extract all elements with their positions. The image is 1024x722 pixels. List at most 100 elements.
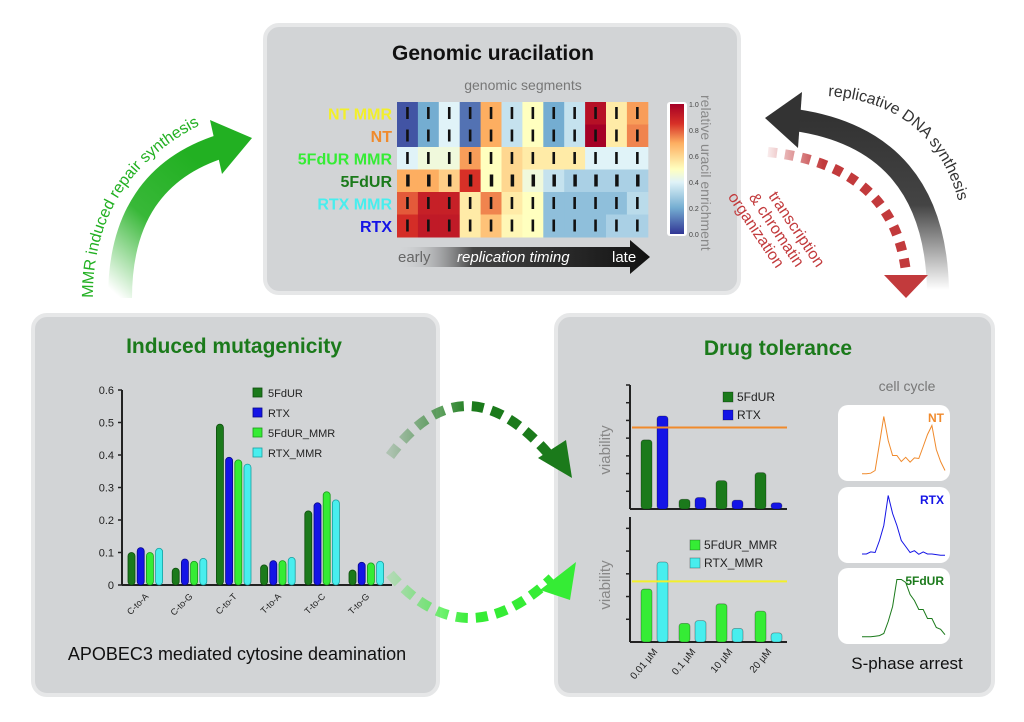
replicative-synthesis-arrow xyxy=(793,109,949,291)
heatmap-cell-marker xyxy=(552,219,556,232)
heatmap: NT MMR NT 5FdUR MMR 5FdUR RTX MMR RTX xyxy=(298,102,649,238)
heatmap-cell-marker xyxy=(531,107,535,119)
heatmap-cell-marker xyxy=(406,152,409,164)
colorbar-tick-label: 0.0 xyxy=(689,232,699,239)
heatmap-cell-marker xyxy=(636,197,639,209)
legend-label: RTX xyxy=(268,408,290,420)
heatmap-cell-marker xyxy=(615,219,618,232)
bar-rtx-mmr xyxy=(155,547,164,586)
bar-rtx xyxy=(269,560,278,586)
colorbar-tick-label: 0.2 xyxy=(689,206,699,213)
cell-cycle-box-5fdur xyxy=(838,568,950,644)
bar-rtx-mmr xyxy=(199,557,208,586)
heatmap-cell-marker xyxy=(615,197,618,209)
heatmap-cell-marker xyxy=(594,152,597,164)
bar-5fdur-mmr xyxy=(322,491,331,586)
heatmap-cell-marker xyxy=(510,219,514,232)
bar-rtx xyxy=(180,558,189,586)
bar-5fdur xyxy=(171,567,180,586)
transcription-arrow xyxy=(767,147,911,273)
heatmap-cell-marker xyxy=(468,107,472,119)
heatmap-cell-marker xyxy=(468,129,472,142)
colorbar-label: relative uracil enrichment xyxy=(698,95,714,251)
y-tick-label: 0.2 xyxy=(99,515,114,527)
heatmap-cell-marker xyxy=(427,219,430,232)
mmr-repair-arrowhead xyxy=(210,120,252,174)
y-tick-label: 0 xyxy=(108,580,114,592)
legend-label: 5FdUR xyxy=(737,390,775,404)
legend-label: RTX_MMR xyxy=(704,556,763,570)
heatmap-cell-marker xyxy=(594,174,598,187)
bar-rtx xyxy=(136,547,145,586)
legend-label: RTX xyxy=(737,408,761,422)
drug-tolerance-chart-top: 5FdUR RTX xyxy=(626,384,787,510)
viability-label-top: viability xyxy=(597,425,614,475)
bar-rtx-mmr xyxy=(656,561,669,643)
heatmap-cell-marker xyxy=(552,174,556,187)
mmr-repair-arrow xyxy=(108,134,226,299)
heatmap-cell-marker xyxy=(552,197,556,209)
legend-swatch xyxy=(689,539,701,551)
bar-5fdur xyxy=(348,569,357,586)
heatmap-cell-marker xyxy=(489,107,493,119)
heatmap-cell-marker xyxy=(615,107,618,119)
legend-label: 5FdUR_MMR xyxy=(704,538,778,552)
heatmap-cell-marker xyxy=(489,129,493,142)
heatmap-cell-marker xyxy=(510,107,514,119)
right-panel-caption: S-phase arrest xyxy=(851,654,963,673)
bar-5fdur-mmr xyxy=(145,552,154,586)
dashed-arrow-top xyxy=(385,401,556,462)
heatmap-cell-marker xyxy=(447,197,451,209)
y-tick-label: 0.6 xyxy=(99,385,114,397)
heatmap-cell-marker xyxy=(406,197,409,209)
heatmap-cell-marker xyxy=(636,152,639,164)
heatmap-cell-marker xyxy=(510,174,515,187)
heatmap-cell-marker xyxy=(447,152,451,164)
bar-rtx xyxy=(313,502,322,586)
colorbar-ticks: 1.0 0.8 0.6 0.4 0.2 0.0 xyxy=(689,102,699,239)
bar-rtx-mmr xyxy=(243,463,252,586)
bar-5fdur xyxy=(127,552,136,586)
dashed-arrowhead-top xyxy=(538,440,572,478)
heatmap-cell-marker xyxy=(406,107,409,119)
heatmap-cell-marker xyxy=(447,174,452,187)
heatmap-cell-marker xyxy=(427,197,430,209)
y-tick-label: 0.4 xyxy=(99,450,114,462)
heatmap-cell-marker xyxy=(573,129,576,142)
cell-cycle-trace xyxy=(862,579,946,638)
heatmap-row-label: 5FdUR MMR xyxy=(298,151,393,168)
legend-label: RTX_MMR xyxy=(268,448,322,460)
heatmap-cell-marker xyxy=(489,219,493,232)
legend-swatch xyxy=(722,409,734,421)
legend-label: 5FdUR_MMR xyxy=(268,428,335,440)
heatmap-cell-marker xyxy=(489,174,494,187)
legend-swatch xyxy=(722,391,734,403)
heatmap-cell-marker xyxy=(594,197,597,209)
heatmap-row-label: 5FdUR xyxy=(340,174,392,191)
bar-rtx-mmr xyxy=(770,632,783,643)
bar-5fdur xyxy=(678,498,691,510)
right-panel-title: Drug tolerance xyxy=(704,337,852,360)
bar-rtx xyxy=(357,561,366,586)
bar-rtx xyxy=(731,499,744,510)
heatmap-cell-marker xyxy=(427,107,430,119)
viability-label-bottom: viability xyxy=(597,560,614,610)
heatmap-cell-marker xyxy=(447,129,451,142)
y-tick-label: 0.3 xyxy=(99,483,114,495)
heatmap-cell-marker xyxy=(468,219,472,232)
heatmap-row-label: RTX MMR xyxy=(317,196,392,213)
heatmap-cell-marker xyxy=(427,129,430,142)
bar-5fdur-mmr xyxy=(278,560,287,586)
heatmap-cell-marker xyxy=(427,174,431,187)
bar-5fdur-mmr xyxy=(234,459,243,586)
heatmap-cell-marker xyxy=(573,152,576,164)
heatmap-cell-marker xyxy=(573,197,576,209)
y-tick-label: 0.5 xyxy=(99,418,114,430)
replication-timing-arrow xyxy=(397,240,650,274)
legend-swatch xyxy=(252,427,263,438)
heatmap-cell-marker xyxy=(468,197,472,209)
replicative-synthesis-arrowhead xyxy=(765,92,802,148)
bar-5fdur xyxy=(640,439,653,510)
heatmap-cell-marker xyxy=(468,152,472,164)
